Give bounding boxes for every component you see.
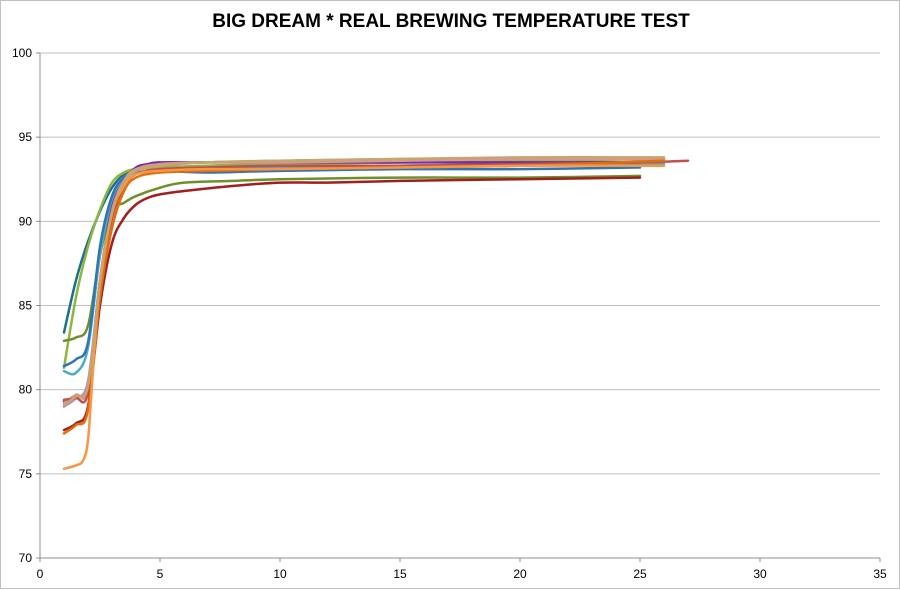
series-line-13: [62, 155, 666, 407]
y-tick-label: 70: [19, 551, 33, 565]
y-tick-label: 95: [19, 130, 33, 144]
series-line-1: [62, 161, 642, 334]
x-tick-label: 15: [393, 567, 407, 581]
series-lines: [62, 155, 690, 471]
grid-lines: [40, 52, 880, 475]
x-tick-label: 30: [753, 567, 767, 581]
y-tick-label: 80: [19, 383, 33, 397]
x-tick-label: 5: [157, 567, 164, 581]
x-tick-label: 0: [37, 567, 44, 581]
y-tick-label: 75: [19, 467, 33, 481]
x-tick-label: 25: [633, 567, 647, 581]
chart-title: BIG DREAM * REAL BREWING TEMPERATURE TES…: [212, 11, 690, 32]
y-tick-label: 85: [19, 299, 33, 313]
series-line-12: [62, 164, 666, 471]
x-tick-label: 20: [513, 567, 527, 581]
y-axis-ticks: 70 75 80 85 90 95 100: [12, 46, 40, 565]
x-tick-label: 10: [273, 567, 287, 581]
series-line-10: [62, 176, 642, 432]
y-tick-label: 100: [12, 46, 32, 60]
x-tick-label: 35: [873, 567, 887, 581]
series-line-9: [62, 159, 690, 404]
x-axis-ticks: 0 5 10 15 20 25 30 35: [37, 558, 887, 581]
y-tick-label: 90: [19, 214, 33, 228]
series-line-11: [62, 159, 666, 435]
series-line-3: [62, 174, 642, 343]
